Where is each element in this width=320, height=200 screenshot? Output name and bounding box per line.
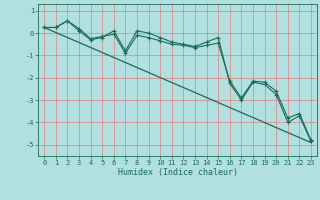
X-axis label: Humidex (Indice chaleur): Humidex (Indice chaleur)	[118, 168, 238, 177]
